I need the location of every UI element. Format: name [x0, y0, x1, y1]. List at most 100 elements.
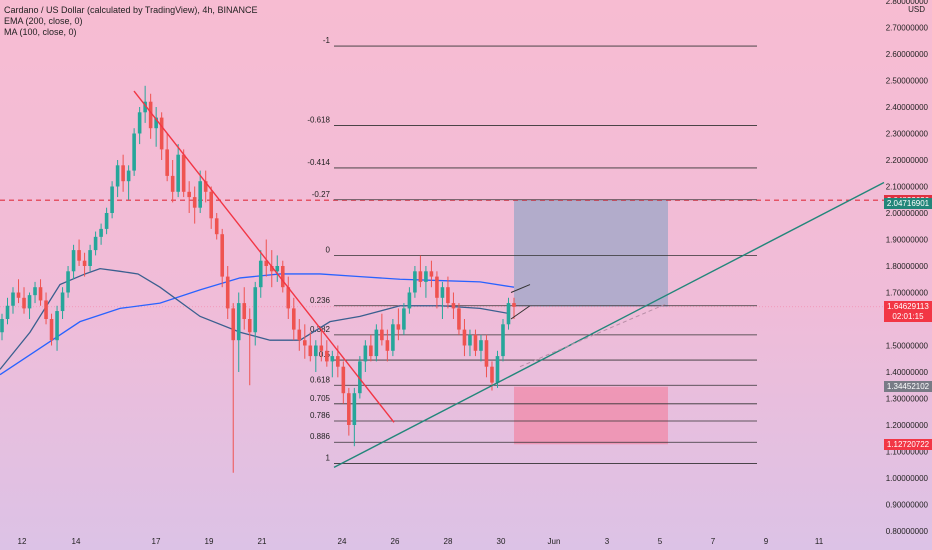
- price-tick-label: 2.80000000: [886, 0, 929, 6]
- candles: [0, 85, 516, 473]
- time-tick-label: 30: [497, 537, 506, 546]
- time-tick-label: 7: [711, 537, 716, 546]
- candle-body: [60, 292, 65, 312]
- fib-level-label: 0.236: [310, 296, 331, 305]
- channel-lower-line: [510, 305, 531, 320]
- candle-body: [33, 287, 37, 296]
- candle-body: [314, 345, 318, 357]
- candle-body: [347, 393, 351, 425]
- candle-body: [27, 295, 32, 309]
- candle-body: [126, 170, 131, 182]
- target-zone: [514, 199, 668, 307]
- candle-body: [391, 324, 395, 351]
- candle-body: [121, 165, 125, 182]
- price-tick-label: 2.50000000: [886, 77, 929, 86]
- price-tick-label: 1.30000000: [886, 395, 929, 404]
- price-axis[interactable]: 2.80000000 2.70000000 2.60000000 2.50000000…: [884, 0, 932, 550]
- candle-body: [225, 276, 230, 309]
- fib-level-label: -0.27: [312, 190, 331, 199]
- candle-body: [137, 112, 142, 134]
- candle-body: [407, 292, 412, 309]
- fib-level-label: 0.618: [310, 375, 331, 384]
- price-tick-label: 1.50000000: [886, 342, 929, 351]
- candle-body: [269, 266, 274, 272]
- candle-body: [297, 329, 302, 341]
- candle-body: [352, 393, 357, 425]
- candle-body: [512, 303, 516, 307]
- time-tick-label: Jun: [548, 537, 561, 546]
- candle-body: [236, 303, 241, 341]
- price-tick-label: 1.90000000: [886, 236, 929, 245]
- fib-level-label: -1: [323, 36, 331, 45]
- candle-body: [115, 165, 120, 187]
- price-tick-label: 2.70000000: [886, 24, 929, 33]
- time-tick-label: 26: [391, 537, 400, 546]
- candle-body: [435, 276, 439, 298]
- candle-body: [104, 213, 109, 229]
- candle-body: [88, 250, 92, 266]
- candle-body: [214, 218, 219, 235]
- time-axis[interactable]: 12 14 17 19 21 24 26 28 30 Jun 3 5 7 9 11: [18, 537, 824, 546]
- candle-body: [5, 305, 10, 319]
- price-tick-label: 2.10000000: [886, 183, 929, 192]
- price-tag: 02:01:15: [884, 310, 932, 322]
- candle-body: [385, 340, 390, 351]
- candle-body: [396, 324, 401, 330]
- candle-body: [231, 308, 236, 341]
- symbol-title: Cardano / US Dollar (calculated by Tradi…: [4, 5, 258, 15]
- price-tag: 1.12720722: [884, 438, 932, 450]
- candle-body: [291, 308, 296, 330]
- candle-body: [264, 260, 269, 266]
- candle-body: [341, 366, 346, 394]
- candle-body: [187, 191, 191, 198]
- candle-body: [363, 345, 368, 362]
- candle-body: [198, 181, 202, 208]
- candle-body: [38, 287, 43, 301]
- time-tick-label: 14: [72, 537, 81, 546]
- candle-body: [0, 319, 4, 333]
- fib-level-label: -0.618: [307, 116, 330, 125]
- candle-body: [192, 197, 197, 208]
- candle-body: [302, 340, 307, 346]
- candle-body: [468, 334, 472, 346]
- fib-level-label: -0.414: [307, 158, 330, 167]
- time-tick-label: 24: [338, 537, 347, 546]
- time-tick-label: 17: [152, 537, 161, 546]
- candle-body: [82, 260, 87, 266]
- candle-body: [402, 308, 406, 330]
- ma-legend: MA (100, close, 0): [4, 27, 77, 37]
- chart-legend: Cardano / US Dollar (calculated by Tradi…: [4, 5, 257, 38]
- candle-body: [258, 260, 263, 288]
- time-tick-label: 9: [764, 537, 769, 546]
- candle-body: [77, 250, 81, 261]
- candle-body: [66, 271, 70, 293]
- candle-body: [374, 329, 379, 357]
- trendlines[interactable]: [133, 90, 885, 469]
- price-tick-label: 0.80000000: [886, 527, 929, 536]
- candle-body: [242, 303, 247, 319]
- price-tick-label: 1.00000000: [886, 474, 929, 483]
- candle-body: [319, 345, 324, 351]
- fib-level-label: 1: [326, 453, 331, 462]
- candle-body: [495, 356, 500, 383]
- fib-level-label: 0.886: [310, 432, 331, 441]
- candle-body: [71, 250, 76, 272]
- candle-body: [165, 149, 169, 176]
- price-tick-label: 1.70000000: [886, 289, 929, 298]
- uptrend-line: [333, 181, 885, 469]
- time-tick-label: 19: [205, 537, 214, 546]
- time-tick-label: 12: [18, 537, 27, 546]
- channel-upper-line: [510, 284, 531, 293]
- price-unit-label: USD: [908, 5, 925, 14]
- fib-retracement[interactable]: -1-0.618-0.414-0.2700.2360.3820.50.6180.…: [307, 36, 757, 464]
- fib-level-label: 0.5: [319, 350, 331, 359]
- downtrend-line: [133, 90, 395, 423]
- candle-body: [159, 117, 164, 150]
- time-tick-label: 3: [605, 537, 610, 546]
- candle-body: [473, 334, 478, 351]
- candle-body: [440, 287, 445, 298]
- ema-200-line: [0, 267, 511, 370]
- candle-body: [220, 234, 225, 277]
- candle-body: [462, 329, 467, 346]
